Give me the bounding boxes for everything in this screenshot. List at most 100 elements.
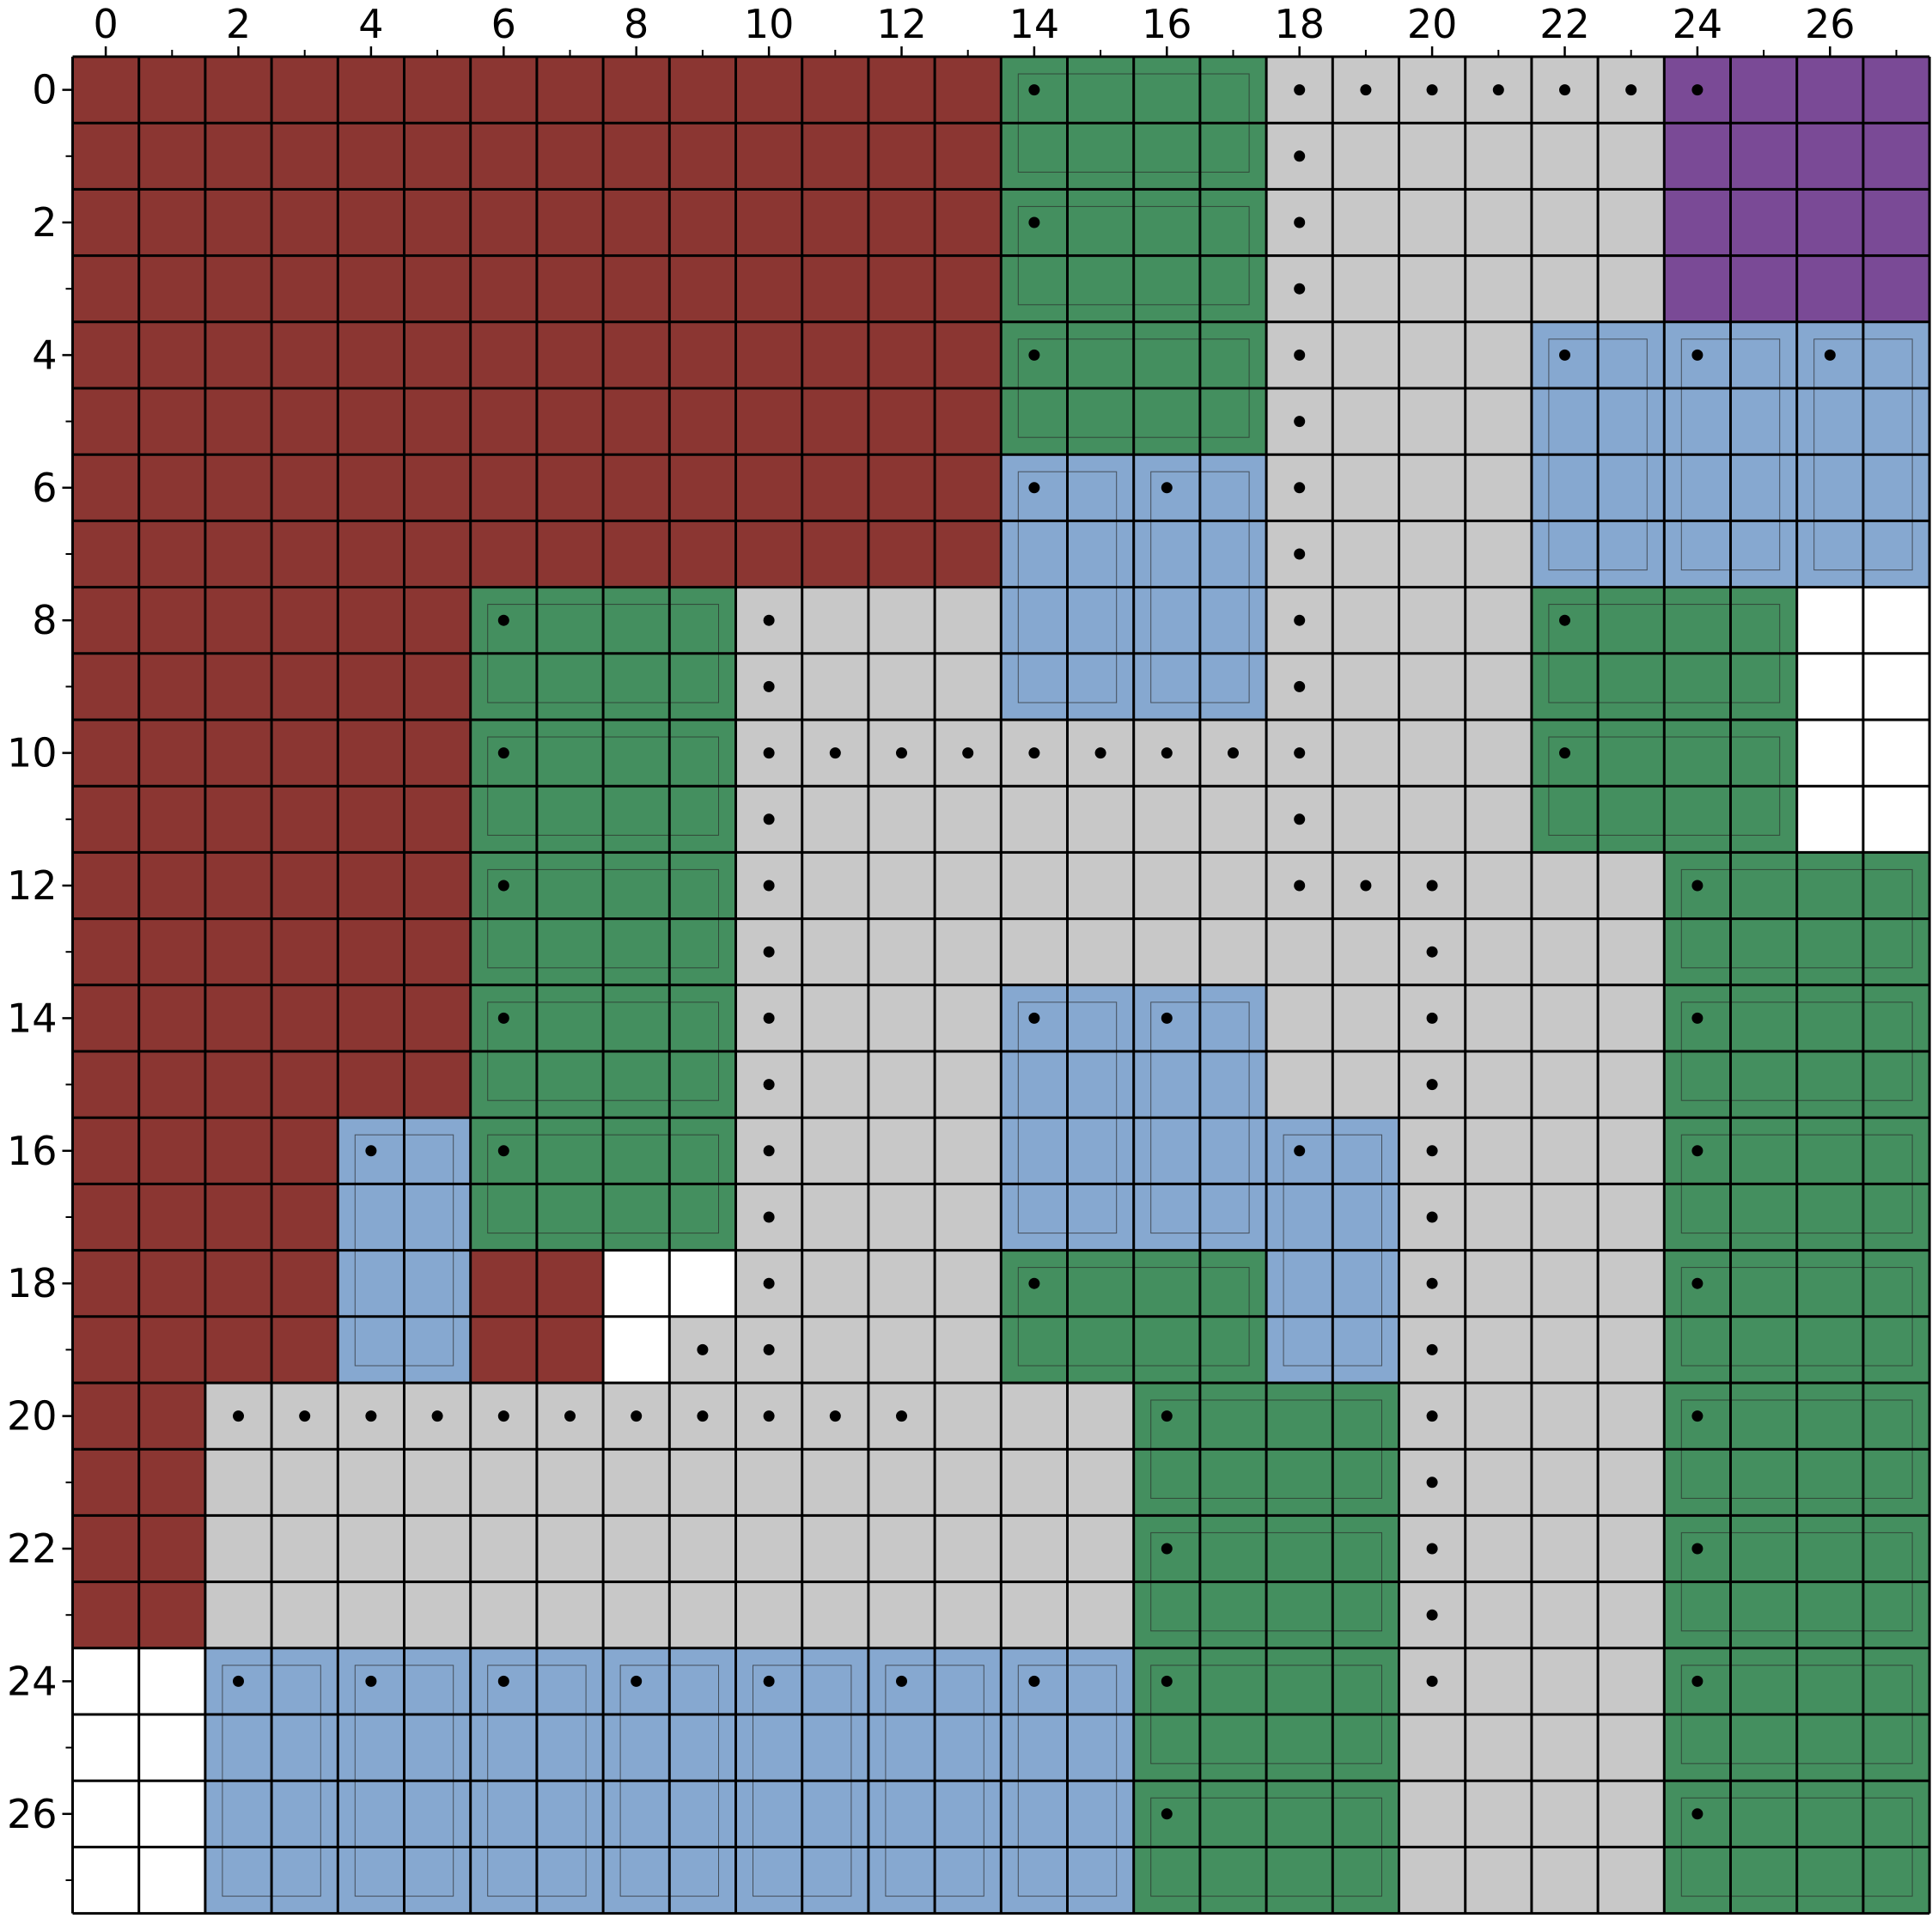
y-tick-label: 8: [32, 597, 57, 643]
cell-green-r16-c7: [536, 1117, 604, 1184]
cell-red-r13-c3: [271, 918, 338, 986]
y-tick-label: 18: [7, 1260, 58, 1306]
cell-gray-r18-c11: [801, 1250, 869, 1318]
cell-blue-r27-c5: [404, 1847, 472, 1915]
dot-marker: [1028, 1277, 1040, 1289]
cell-gray-r21-c6: [470, 1449, 538, 1516]
cell-green-r24-c27: [1862, 1647, 1930, 1715]
cell-gray-r9-c20: [1399, 653, 1466, 721]
dot-marker: [497, 880, 509, 892]
x-tick-label: 20: [1407, 1, 1458, 47]
cell-green-r9-c6: [470, 653, 538, 721]
cell-blue-r6-c27: [1862, 454, 1930, 521]
dot-marker: [1426, 1410, 1438, 1422]
cell-gray-r6-c20: [1399, 454, 1466, 521]
dot-marker: [1161, 1410, 1173, 1422]
cell-gray-r23-c12: [868, 1581, 936, 1649]
cell-blue-r27-c10: [735, 1847, 803, 1915]
cell-gray-r10-c20: [1399, 720, 1466, 787]
cell-gray-r3-c21: [1465, 255, 1533, 323]
dot-marker: [1691, 1543, 1703, 1555]
cell-gray-r3-c19: [1332, 255, 1399, 323]
cell-gray-r23-c13: [935, 1581, 1002, 1649]
dot-marker: [1161, 482, 1173, 494]
cell-red-r13-c2: [204, 918, 272, 986]
cell-blue-r15-c16: [1133, 1051, 1201, 1118]
cell-green-r19-c26: [1796, 1316, 1864, 1384]
cell-blue-r18-c5: [404, 1250, 472, 1318]
cell-red-r18-c7: [536, 1250, 604, 1318]
dot-marker: [1294, 614, 1306, 626]
cell-red-r17-c0: [72, 1184, 140, 1251]
cell-gray-r21-c13: [935, 1449, 1002, 1516]
cell-red-r3-c3: [271, 255, 338, 323]
cell-purple-r1-c25: [1730, 123, 1798, 190]
cell-gray-r20-c14: [1001, 1383, 1068, 1450]
cell-gray-r8-c13: [935, 587, 1002, 655]
cell-gray-r5-c21: [1465, 388, 1533, 455]
cell-red-r5-c4: [338, 388, 405, 455]
cell-red-r13-c1: [138, 918, 206, 986]
dot-marker: [1426, 1211, 1438, 1223]
cell-red-r9-c5: [404, 653, 472, 721]
cell-gray-r19-c11: [801, 1316, 869, 1384]
cell-red-r7-c12: [868, 521, 936, 588]
cell-red-r2-c8: [603, 189, 670, 257]
cell-red-r5-c10: [735, 388, 803, 455]
y-tick-label: 2: [32, 199, 57, 246]
cell-red-r0-c4: [338, 57, 405, 124]
cell-green-r23-c18: [1266, 1581, 1333, 1649]
cell-blue-r17-c15: [1067, 1184, 1135, 1251]
cell-green-r22-c25: [1730, 1515, 1798, 1583]
cell-blue-r24-c5: [404, 1647, 472, 1715]
cell-red-r6-c3: [271, 454, 338, 521]
cell-gray-r8-c21: [1465, 587, 1533, 655]
cell-green-r16-c8: [603, 1117, 670, 1184]
cell-green-r14-c27: [1862, 984, 1930, 1052]
cell-blue-r8-c14: [1001, 587, 1068, 655]
dots-layer: [233, 84, 1836, 1820]
cell-red-r1-c4: [338, 123, 405, 190]
cell-blue-r19-c5: [404, 1316, 472, 1384]
cell-red-r3-c1: [138, 255, 206, 323]
cell-blue-r17-c18: [1266, 1184, 1333, 1251]
cell-green-r4-c17: [1199, 321, 1267, 389]
x-tick-label: 22: [1539, 1, 1590, 47]
y-tick-label: 6: [32, 465, 57, 511]
cell-blue-r17-c5: [404, 1184, 472, 1251]
cell-red-r1-c2: [204, 123, 272, 190]
dot-marker: [1426, 1609, 1438, 1621]
cell-gray-r11-c15: [1067, 786, 1135, 853]
cell-red-r4-c11: [801, 321, 869, 389]
cell-white-r19-c8: [603, 1316, 670, 1384]
cell-red-r10-c5: [404, 720, 472, 787]
cell-green-r13-c8: [603, 918, 670, 986]
cell-green-r5-c15: [1067, 388, 1135, 455]
dot-marker: [763, 946, 775, 958]
cell-red-r0-c2: [204, 57, 272, 124]
cell-blue-r26-c13: [935, 1781, 1002, 1848]
cell-purple-r3-c25: [1730, 255, 1798, 323]
cell-red-r5-c0: [72, 388, 140, 455]
cell-gray-r8-c12: [868, 587, 936, 655]
cell-gray-r21-c3: [271, 1449, 338, 1516]
cell-gray-r27-c20: [1399, 1847, 1466, 1915]
cell-blue-r26-c7: [536, 1781, 604, 1848]
cell-green-r15-c26: [1796, 1051, 1864, 1118]
cell-green-r18-c27: [1862, 1250, 1930, 1318]
cell-gray-r25-c22: [1531, 1714, 1599, 1781]
cell-red-r19-c2: [204, 1316, 272, 1384]
cell-red-r3-c8: [603, 255, 670, 323]
cell-green-r27-c18: [1266, 1847, 1333, 1915]
cell-gray-r24-c23: [1598, 1647, 1665, 1715]
cell-white-r18-c9: [669, 1250, 736, 1318]
cell-gray-r13-c11: [801, 918, 869, 986]
cell-blue-r25-c12: [868, 1714, 936, 1781]
cell-green-r8-c23: [1598, 587, 1665, 655]
cell-red-r5-c6: [470, 388, 538, 455]
cell-red-r3-c12: [868, 255, 936, 323]
cell-white-r24-c0: [72, 1647, 140, 1715]
cell-red-r4-c10: [735, 321, 803, 389]
dot-marker: [1426, 1145, 1438, 1157]
x-tick-label: 2: [226, 1, 251, 47]
